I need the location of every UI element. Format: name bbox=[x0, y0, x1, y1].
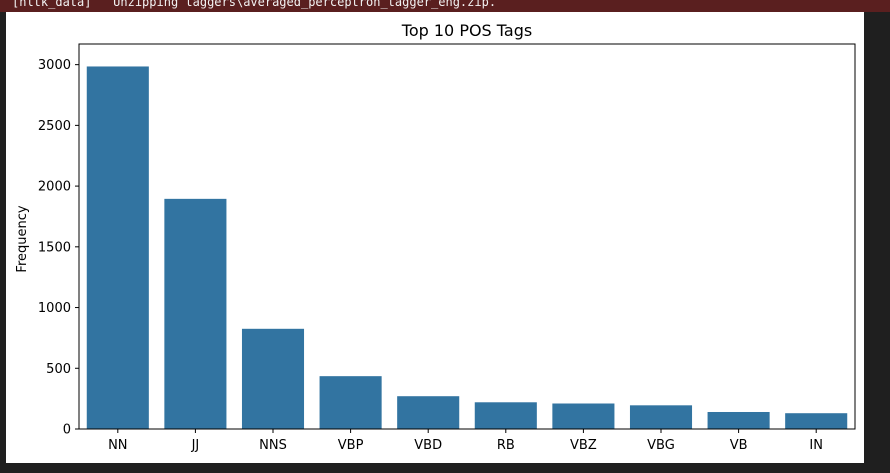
y-tick-label: 3000 bbox=[38, 58, 71, 73]
x-tick-label: JJ bbox=[191, 438, 200, 453]
y-tick-label: 0 bbox=[63, 423, 71, 438]
x-tick-label: VB bbox=[730, 438, 748, 453]
bars-layer bbox=[86, 66, 848, 430]
bar-vbd bbox=[397, 396, 460, 429]
x-tick-label: NNS bbox=[259, 438, 287, 453]
stderr-output-bar: [nltk_data] Unzipping taggers\averaged_p… bbox=[0, 0, 890, 12]
plot-area-frame bbox=[78, 43, 856, 430]
x-axis-ticks: NN JJ NNS VBP VBD RB VBZ VBG VB IN bbox=[108, 429, 823, 453]
bar-vbg bbox=[629, 405, 693, 429]
x-tick-label: VBZ bbox=[570, 438, 597, 453]
chart-figure: Top 10 POS Tags Frequency 0 500 1000 1500 20… bbox=[6, 12, 864, 463]
bar-vb bbox=[707, 411, 770, 429]
x-tick-label: NN bbox=[108, 438, 127, 453]
x-tick-label: VBD bbox=[414, 438, 442, 453]
y-tick-label: 2500 bbox=[38, 119, 71, 134]
y-tick-label: 1000 bbox=[38, 301, 71, 316]
y-tick-label: 1500 bbox=[38, 240, 71, 255]
bar-rb bbox=[474, 402, 537, 429]
x-tick-label: VBP bbox=[338, 438, 364, 453]
y-axis-label: Frequency bbox=[15, 205, 30, 272]
bar-jj bbox=[164, 198, 227, 429]
pos-tag-bar-chart: Top 10 POS Tags Frequency 0 500 1000 1500 20… bbox=[15, 21, 856, 453]
y-tick-label: 500 bbox=[46, 362, 71, 377]
bar-in bbox=[785, 413, 848, 429]
bar-vbp bbox=[319, 376, 382, 429]
x-tick-label: RB bbox=[497, 438, 515, 453]
y-tick-label: 2000 bbox=[38, 180, 71, 195]
bar-nn bbox=[86, 66, 149, 430]
stderr-output-line: [nltk_data] Unzipping taggers\averaged_p… bbox=[12, 0, 497, 9]
y-axis-ticks: 0 500 1000 1500 2000 2500 3000 bbox=[38, 58, 79, 438]
chart-title: Top 10 POS Tags bbox=[401, 21, 532, 40]
x-tick-label: VBG bbox=[647, 438, 675, 453]
bar-nns bbox=[241, 328, 305, 429]
bar-vbz bbox=[552, 403, 615, 429]
x-tick-label: IN bbox=[809, 438, 823, 453]
